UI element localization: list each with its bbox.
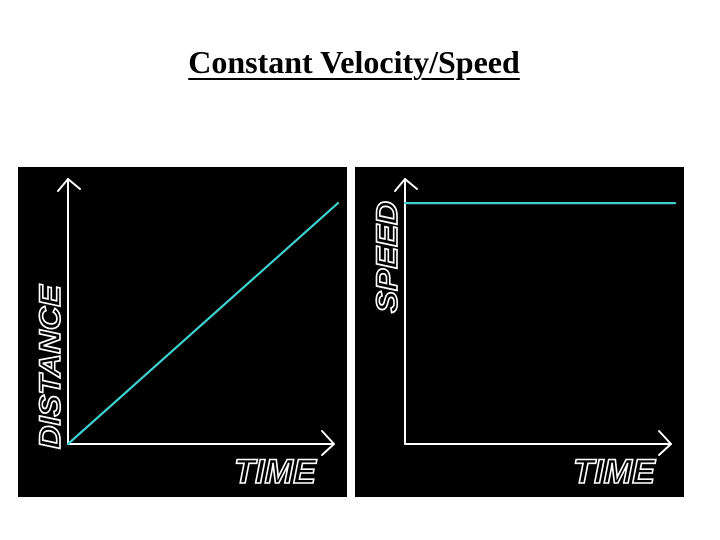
distance-series-line: [66, 201, 340, 446]
y-axis-arrow: [57, 178, 81, 192]
y-axis-arrow: [394, 178, 418, 192]
speed-time-graph: TIME SPEED: [370, 178, 677, 492]
speed-time-graph-panel: TIME SPEED: [355, 167, 684, 497]
x-axis-label: TIME: [234, 453, 317, 491]
x-axis-arrow: [321, 430, 335, 456]
y-axis-label: SPEED: [371, 201, 404, 313]
x-axis-label: TIME: [573, 453, 656, 491]
x-axis-arrow: [658, 430, 672, 456]
distance-time-graph-panel: TIME DISTANCE: [18, 167, 347, 497]
slide-title: Constant Velocity/Speed: [188, 44, 520, 80]
distance-time-graph: TIME DISTANCE: [33, 178, 340, 492]
y-axis-label: DISTANCE: [34, 284, 67, 449]
